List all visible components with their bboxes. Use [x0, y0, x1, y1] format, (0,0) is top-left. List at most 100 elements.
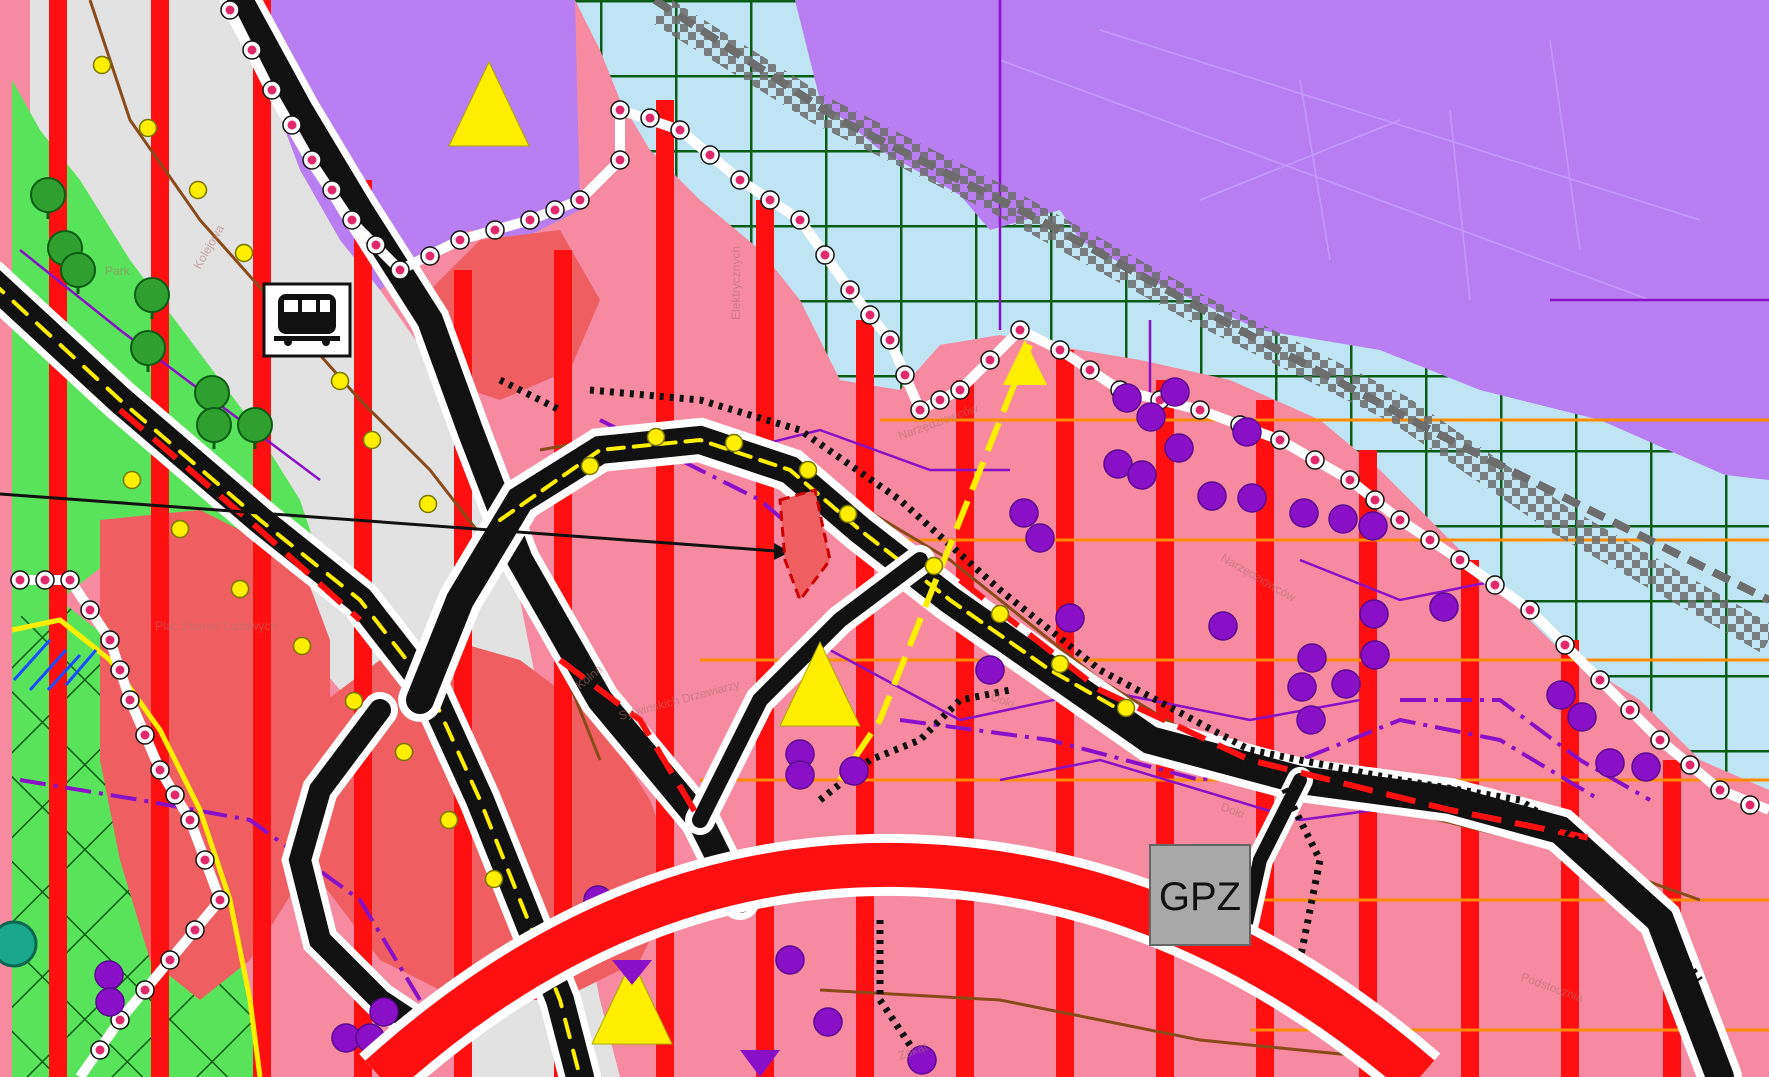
- boundary-node-core: [165, 955, 175, 965]
- tree-icon: [134, 277, 170, 319]
- tree-icon: [30, 177, 66, 219]
- boundary-node-core: [525, 215, 535, 225]
- purple-dot-icon: [785, 760, 815, 790]
- boundary-node-core: [1310, 455, 1320, 465]
- industrial-zone-small: [240, 0, 580, 290]
- substation-box[interactable]: GPZ: [1149, 844, 1251, 946]
- boundary-node-core: [575, 195, 585, 205]
- boundary-node-core: [1370, 495, 1380, 505]
- boundary-node-core: [795, 215, 805, 225]
- yellow-dashed-line: [837, 343, 1033, 782]
- boundary-node-core: [267, 85, 277, 95]
- boundary-node-core: [1745, 800, 1755, 810]
- train-station-icon[interactable]: [262, 282, 352, 358]
- proposed-ring-road-fill: [365, 842, 1435, 1077]
- boundary-node-core: [347, 215, 357, 225]
- yellow-dot-icon: [439, 810, 459, 830]
- purple-dot-icon: [1328, 504, 1358, 534]
- blue-water-hatch: [12, 638, 98, 692]
- yellow-dot-icon: [1116, 698, 1136, 718]
- boundary-node-core: [95, 1045, 105, 1055]
- yellow-green-boundary: [11, 617, 263, 1077]
- boundary-node-core: [140, 730, 150, 740]
- boundary-node-core: [765, 195, 775, 205]
- purple-dot-icon: [1208, 611, 1238, 641]
- purple-dot-icon: [1595, 748, 1625, 778]
- purple-dot-icon: [1055, 603, 1085, 633]
- boundary-node-core: [1560, 640, 1570, 650]
- boundary-node-core: [615, 155, 625, 165]
- boundary-node-core: [1595, 675, 1605, 685]
- purple-dot-icon: [1296, 705, 1326, 735]
- yellow-dot-icon: [484, 869, 504, 889]
- boundary-node-core: [985, 355, 995, 365]
- boundary-node-core: [1490, 580, 1500, 590]
- boundary-node-core: [15, 575, 25, 585]
- boundary-node-core: [955, 385, 965, 395]
- boundary-node-core: [371, 240, 381, 250]
- purple-dot-icon: [813, 1007, 843, 1037]
- boundary-node-core: [1685, 760, 1695, 770]
- yellow-dot-icon: [394, 742, 414, 762]
- purple-dot-icon: [1287, 672, 1317, 702]
- boundary-node-core: [190, 925, 200, 935]
- boundary-node-core: [490, 225, 500, 235]
- purple-dot-icon: [1136, 402, 1166, 432]
- yellow-dot-icon: [646, 427, 666, 447]
- purple-dot-icon: [1112, 383, 1142, 413]
- boundary-node-core: [125, 695, 135, 705]
- red-dashed-outlines: [118, 407, 1601, 843]
- boundary-node-core: [1015, 325, 1025, 335]
- industrial-plot-lines: [999, 29, 1701, 301]
- tree-icon: [130, 330, 166, 372]
- boundary-node-core: [820, 250, 830, 260]
- boundary-node-core: [865, 310, 875, 320]
- boundary-node-core: [845, 285, 855, 295]
- boundary-node-core: [40, 575, 50, 585]
- leader-line: [0, 492, 791, 560]
- purple-dot-icon: [1546, 680, 1576, 710]
- tree-icon: [60, 252, 96, 294]
- boundary-node-core: [1055, 345, 1065, 355]
- boundary-node-core: [65, 575, 75, 585]
- boundary-node-core: [1425, 535, 1435, 545]
- yellow-dot-group: [92, 55, 1136, 1000]
- yellow-dot-icon: [990, 604, 1010, 624]
- boundary-node-core: [395, 265, 405, 275]
- tree-icon: [237, 407, 273, 449]
- purple-dot-icon: [369, 997, 399, 1027]
- boundary-node-core: [1525, 605, 1535, 615]
- yellow-triangle-icon: [448, 60, 530, 147]
- boundary-node-core: [85, 605, 95, 615]
- boundary-node-core: [185, 815, 195, 825]
- yellow-dot-icon: [138, 118, 158, 138]
- boundary-node-core: [425, 251, 435, 261]
- boundary-node-core: [1715, 785, 1725, 795]
- yellow-dot-icon: [230, 579, 250, 599]
- purple-dot-group: [94, 377, 1661, 1075]
- yellow-dot-icon: [924, 556, 944, 576]
- boundary-chain-dots: [10, 0, 1760, 1060]
- purple-dot-icon: [1359, 599, 1389, 629]
- yellow-dot-icon: [1050, 654, 1070, 674]
- purple-dot-icon: [1567, 702, 1597, 732]
- yellow-dot-icon: [418, 494, 438, 514]
- teal-marker-icon: [0, 920, 38, 968]
- boundary-node-core: [1195, 405, 1205, 415]
- purple-dot-icon: [1360, 640, 1390, 670]
- boundary-node-core: [900, 370, 910, 380]
- boundary-node-core: [1085, 365, 1095, 375]
- yellow-dot-icon: [580, 456, 600, 476]
- boundary-node-core: [215, 895, 225, 905]
- boundary-node-core: [885, 335, 895, 345]
- purple-dot-icon: [1358, 511, 1388, 541]
- yellow-dot-icon: [798, 460, 818, 480]
- tree-group: [30, 177, 273, 449]
- boundary-node-core: [155, 765, 165, 775]
- boundary-node-core: [550, 205, 560, 215]
- industrial-zone-large: [795, 0, 1769, 480]
- purple-dot-icon: [95, 987, 125, 1017]
- boundary-node-core: [115, 1015, 125, 1025]
- boundary-node-core: [1625, 705, 1635, 715]
